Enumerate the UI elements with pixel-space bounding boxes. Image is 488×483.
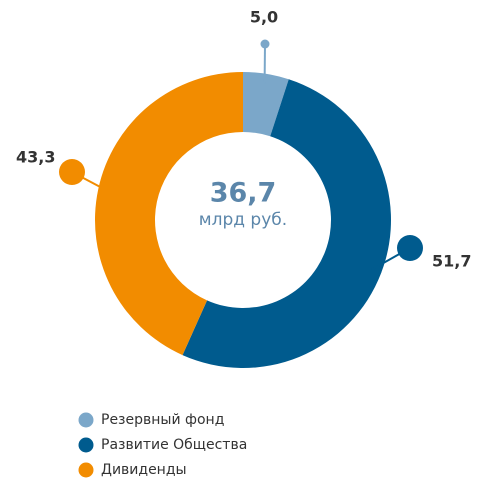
legend-marker (78, 462, 94, 478)
legend-label: Развитие Общества (101, 437, 247, 453)
data-label: 43,3 (16, 148, 55, 167)
legend-label: Дивиденды (101, 462, 187, 478)
callout-dot (260, 39, 270, 49)
callout-dot (59, 159, 85, 185)
donut-segment (182, 79, 391, 368)
center-unit: млрд руб. (199, 210, 287, 230)
donut-segment (94, 71, 243, 356)
data-label: 51,7 (432, 252, 471, 271)
legend-marker (78, 412, 94, 428)
donut-segment (243, 72, 289, 137)
data-label: 5,0 (250, 8, 278, 27)
legend-label: Резервный фонд (101, 412, 224, 428)
callout-dot (397, 235, 423, 261)
center-value: 36,7 (210, 178, 277, 209)
legend-marker (78, 437, 94, 453)
